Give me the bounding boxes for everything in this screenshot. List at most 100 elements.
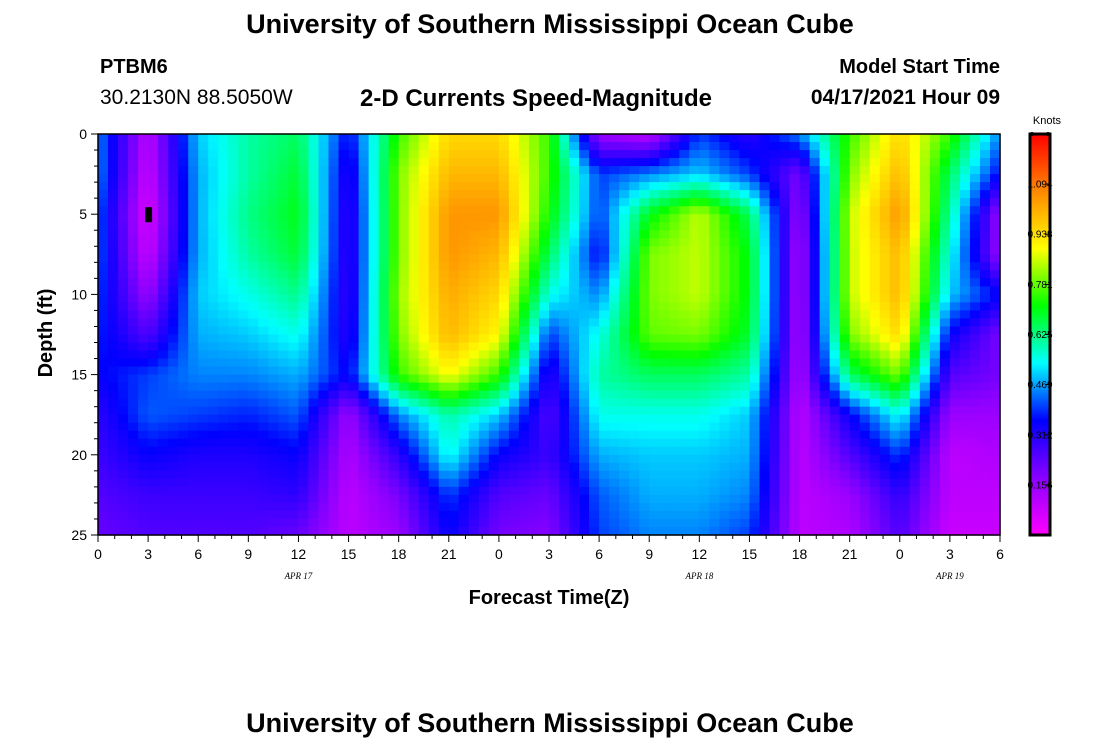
heat-cell bbox=[218, 526, 229, 536]
heat-cell bbox=[478, 270, 490, 279]
heat-cell bbox=[218, 334, 229, 344]
heat-cell bbox=[408, 438, 420, 448]
heat-cell bbox=[979, 406, 991, 416]
heat-cell bbox=[659, 518, 670, 528]
heat-cell bbox=[198, 526, 209, 536]
heat-cell bbox=[278, 262, 290, 271]
heat-cell bbox=[408, 174, 420, 183]
heat-cell bbox=[478, 134, 490, 143]
heat-cell bbox=[889, 390, 901, 400]
heat-cell bbox=[98, 374, 109, 384]
heat-cell bbox=[569, 182, 580, 191]
heat-cell bbox=[228, 286, 239, 295]
heat-cell bbox=[468, 174, 480, 183]
heat-cell bbox=[799, 190, 811, 199]
heat-cell bbox=[969, 254, 981, 263]
heat-cell bbox=[589, 262, 600, 271]
heat-cell bbox=[879, 286, 891, 295]
heat-cell bbox=[378, 358, 390, 368]
heat-cell bbox=[168, 438, 179, 448]
heat-cell bbox=[939, 262, 951, 271]
heat-cell bbox=[388, 182, 400, 191]
heat-cell bbox=[599, 438, 610, 448]
heat-cell bbox=[508, 430, 520, 440]
heat-cell bbox=[338, 414, 350, 424]
heat-cell bbox=[278, 374, 290, 384]
heat-cell bbox=[488, 158, 500, 167]
heat-cell bbox=[629, 430, 640, 440]
heat-cell bbox=[208, 302, 219, 312]
heat-cell bbox=[609, 510, 620, 520]
heat-cell bbox=[128, 294, 139, 304]
heat-cell bbox=[709, 158, 720, 167]
heat-cell bbox=[438, 502, 450, 512]
heat-cell bbox=[268, 470, 279, 480]
heat-cell bbox=[518, 174, 530, 183]
heat-cell bbox=[518, 342, 530, 352]
heat-cell bbox=[278, 470, 290, 480]
heat-cell bbox=[729, 342, 741, 352]
heat-cell bbox=[859, 158, 871, 167]
heat-cell bbox=[408, 310, 420, 320]
heat-cell bbox=[969, 510, 981, 520]
heat-cell bbox=[929, 502, 941, 512]
heat-cell bbox=[649, 358, 660, 368]
heat-cell bbox=[118, 334, 129, 344]
heat-cell bbox=[769, 406, 781, 416]
heat-cell bbox=[398, 454, 410, 464]
heat-cell bbox=[98, 166, 109, 175]
heat-cell bbox=[508, 526, 520, 536]
heat-cell bbox=[468, 318, 480, 328]
x-tick-label: 18 bbox=[391, 546, 407, 562]
heat-cell bbox=[889, 494, 901, 504]
heat-cell bbox=[108, 454, 119, 464]
heat-cell bbox=[769, 358, 781, 368]
heat-cell bbox=[679, 286, 690, 295]
heat-cell bbox=[198, 502, 209, 512]
heat-cell bbox=[468, 470, 480, 480]
heat-cell bbox=[559, 478, 570, 488]
heat-cell bbox=[308, 494, 320, 504]
heat-cell bbox=[248, 438, 259, 448]
heat-cell bbox=[959, 454, 971, 464]
heat-cell bbox=[438, 310, 450, 320]
heat-cell bbox=[739, 334, 751, 344]
heat-cell bbox=[559, 462, 570, 472]
heat-cell bbox=[168, 406, 179, 416]
heat-cell bbox=[669, 382, 680, 392]
heat-cell bbox=[178, 262, 189, 271]
heat-cell bbox=[579, 502, 590, 512]
heat-cell bbox=[118, 182, 129, 191]
heat-cell bbox=[699, 398, 710, 408]
heat-cell bbox=[188, 454, 199, 464]
heat-cell bbox=[589, 406, 600, 416]
heat-cell bbox=[288, 158, 300, 167]
heat-cell bbox=[799, 422, 811, 432]
heat-cell bbox=[669, 206, 680, 215]
heat-cell bbox=[619, 142, 630, 151]
heat-cell bbox=[909, 230, 921, 239]
heat-cell bbox=[98, 342, 109, 352]
heat-cell bbox=[188, 374, 199, 384]
heat-cell bbox=[108, 390, 119, 400]
heat-cell bbox=[228, 486, 239, 496]
heat-cell bbox=[779, 350, 791, 360]
heat-cell bbox=[108, 478, 119, 488]
heat-cell bbox=[378, 294, 390, 304]
heat-cell bbox=[699, 502, 710, 512]
heat-cell bbox=[448, 222, 460, 231]
heat-cell bbox=[318, 270, 330, 279]
heat-cell bbox=[108, 510, 119, 520]
heat-cell bbox=[769, 470, 781, 480]
heat-cell bbox=[338, 518, 350, 528]
heat-cell bbox=[278, 318, 290, 328]
heat-cell bbox=[669, 398, 680, 408]
heat-cell bbox=[278, 406, 290, 416]
heat-cell bbox=[659, 478, 670, 488]
heat-cell bbox=[939, 326, 951, 336]
heat-cell bbox=[949, 142, 961, 151]
heat-cell bbox=[178, 366, 189, 376]
heat-cell bbox=[538, 470, 550, 480]
heat-cell bbox=[809, 318, 821, 328]
heat-cell bbox=[108, 190, 119, 199]
